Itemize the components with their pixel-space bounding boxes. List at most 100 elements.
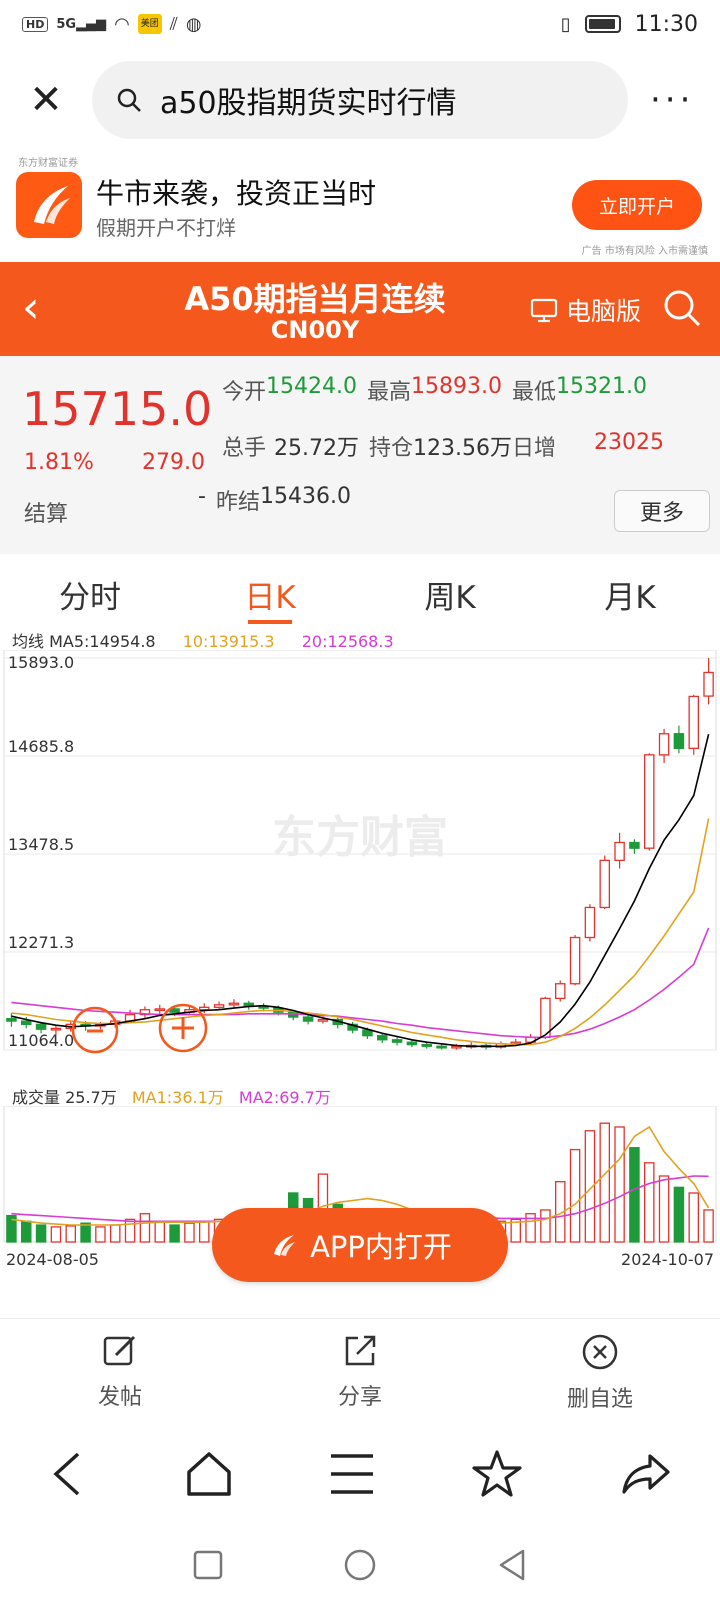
tab-weekly-k[interactable]: 周K xyxy=(424,580,476,616)
hd-badge: HD xyxy=(22,16,49,32)
close-icon[interactable]: ✕ xyxy=(29,77,63,123)
contract-code: CN00Y xyxy=(270,316,360,344)
pc-view-label: 电脑版 xyxy=(566,297,642,326)
zoom-out-button[interactable] xyxy=(71,1006,119,1054)
candle-body xyxy=(658,733,670,756)
candle-body xyxy=(406,1041,418,1046)
quote-row-1: 今开 15424.0 最高 15893.0 最低 15321.0 xyxy=(222,374,647,406)
candle-body xyxy=(614,841,625,862)
back-icon[interactable] xyxy=(48,1450,88,1498)
page-title: A50期指当月连续 xyxy=(184,280,446,318)
settle-row: 结算 xyxy=(24,496,68,528)
volume-bar xyxy=(50,1226,62,1243)
volume-bar xyxy=(555,1181,566,1243)
recent-apps-icon[interactable] xyxy=(193,1550,223,1580)
search-input[interactable]: a50股指期货实时行情 xyxy=(92,61,628,139)
search-icon[interactable] xyxy=(662,288,702,332)
battery-icon xyxy=(584,15,621,33)
more-options-icon[interactable]: ··· xyxy=(650,80,695,120)
volume-bar xyxy=(644,1162,655,1243)
volume-label: 总手 xyxy=(222,436,267,461)
settle-value: - xyxy=(198,484,206,509)
tab-daily-k[interactable]: 日K xyxy=(180,560,360,624)
zoom-in-button[interactable] xyxy=(158,1003,208,1053)
candle-body xyxy=(50,1027,62,1031)
ma10-line xyxy=(11,818,710,1046)
volume-bar xyxy=(139,1213,151,1243)
settle-label: 结算 xyxy=(24,502,69,527)
volume-bar xyxy=(154,1220,165,1243)
volume-bar xyxy=(658,1175,670,1243)
search-query: a50股指期货实时行情 xyxy=(160,86,457,121)
volume-bar xyxy=(510,1218,521,1243)
volume-bar xyxy=(584,1130,596,1243)
forward-share-icon[interactable] xyxy=(620,1452,672,1496)
open-account-button[interactable]: 立即开户 xyxy=(572,180,702,230)
low-value: 15321.0 xyxy=(556,374,647,399)
period-tabs: 分时 日K 周K 月K xyxy=(0,560,720,624)
share-button[interactable]: 分享 xyxy=(240,1319,480,1418)
volume-bar xyxy=(35,1224,47,1243)
system-back-icon[interactable] xyxy=(497,1549,527,1581)
candle-body xyxy=(391,1039,403,1043)
home-icon[interactable] xyxy=(185,1450,233,1498)
eastmoney-logo-icon xyxy=(274,1235,296,1256)
home-circle-icon[interactable] xyxy=(343,1548,377,1582)
volume-bar xyxy=(80,1222,91,1243)
candle-body xyxy=(302,1016,314,1022)
share-label: 分享 xyxy=(337,1385,382,1410)
volume-bar xyxy=(65,1225,76,1243)
quote-panel: 15715.0 1.81% 279.0 今开 15424.0 最高 15893.… xyxy=(0,356,720,554)
kline-chart[interactable]: 东方财富 15893.0 14685.8 13478.5 12271.3 11064.0 xyxy=(0,650,720,1080)
ad-banner[interactable]: 东方财富证券 牛市来袭，投资正当时 假期开户不打烊 立即开户 广告 市场有风险 … xyxy=(0,152,720,258)
share-icon xyxy=(345,1335,376,1366)
candle-body xyxy=(6,1018,17,1022)
candle-body xyxy=(169,1008,180,1013)
pc-view-button[interactable]: 电脑版 xyxy=(530,292,641,328)
meituan-icon: 美团 xyxy=(137,14,162,34)
wifi-icon: ◠ xyxy=(114,13,130,35)
high-value: 15893.0 xyxy=(411,374,502,399)
x-axis-end-date: 2024-10-07 xyxy=(621,1250,714,1269)
status-bar: HD 5G▂▄▆ ◠ 美团 ⫽ ◍ ▯ 11:30 xyxy=(0,0,720,48)
candle-body xyxy=(35,1023,47,1030)
favorite-star-icon[interactable] xyxy=(471,1449,523,1499)
tab-monthly-k[interactable]: 月K xyxy=(604,580,656,616)
volume-bar xyxy=(110,1224,121,1243)
eastmoney-logo-icon xyxy=(16,172,82,238)
volume-bar xyxy=(21,1220,32,1243)
volume-legend-label: 成交量 xyxy=(12,1088,61,1107)
remove-watchlist-button[interactable]: 删自选 xyxy=(480,1319,720,1418)
volume-bar xyxy=(95,1226,106,1243)
prev-settle-label: 昨结 xyxy=(215,490,260,515)
open-label: 今开 xyxy=(222,380,267,405)
ma5-legend: MA5:14954.8 xyxy=(49,632,156,651)
volume-bar xyxy=(6,1214,17,1243)
low-label: 最低 xyxy=(512,380,557,405)
candle-body xyxy=(317,1018,329,1022)
volume-value: 25.72万 xyxy=(274,436,359,461)
tab-intraday[interactable]: 分时 xyxy=(59,580,121,616)
ad-title: 牛市来袭，投资正当时 xyxy=(96,177,377,210)
back-icon[interactable]: ‹ xyxy=(22,282,40,333)
menu-icon[interactable] xyxy=(329,1452,375,1496)
remove-watchlist-icon xyxy=(582,1334,618,1370)
ma-legend-label: 均线 xyxy=(12,632,45,651)
ma10-legend: 10:13915.3 xyxy=(182,632,275,651)
candle-body xyxy=(451,1045,462,1049)
quote-row-3: - 昨结 15436.0 xyxy=(198,484,351,516)
signal-icon: 5G▂▄▆ xyxy=(56,16,107,32)
candle-body xyxy=(688,695,699,749)
daily-inc-label: 日增 xyxy=(512,436,557,461)
y-tick-label: 15893.0 xyxy=(8,653,74,672)
more-button[interactable]: 更多 xyxy=(614,490,710,532)
action-bar: 发帖 分享 删自选 xyxy=(0,1318,720,1418)
open-in-app-button[interactable]: APP内打开 xyxy=(212,1208,508,1282)
volume-bar xyxy=(169,1224,180,1243)
volume-bar xyxy=(199,1220,210,1243)
candle-body xyxy=(21,1020,32,1025)
volume-bar xyxy=(525,1213,536,1243)
volume-bar xyxy=(629,1147,640,1243)
post-button[interactable]: 发帖 xyxy=(0,1319,240,1418)
ma20-legend: 20:12568.3 xyxy=(301,632,394,651)
